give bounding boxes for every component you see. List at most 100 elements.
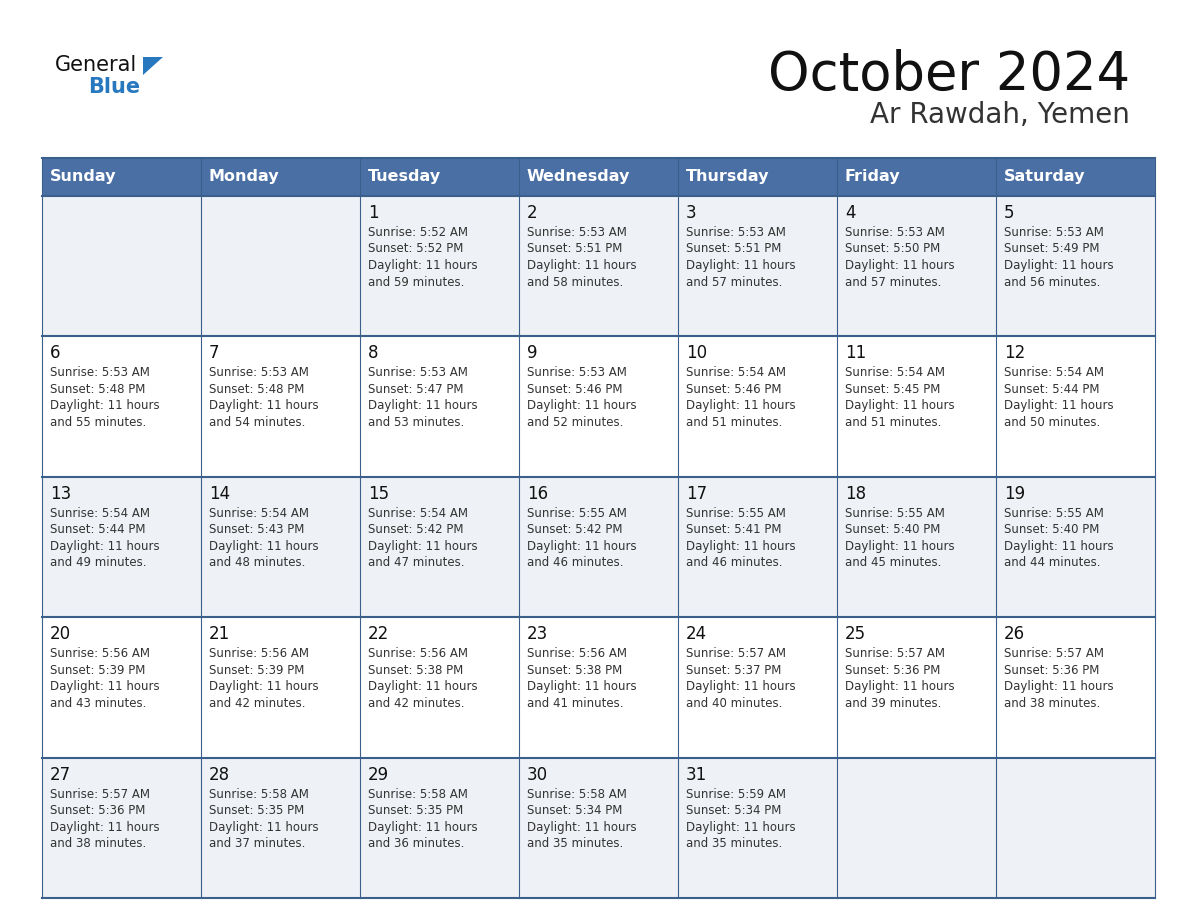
Text: Sunset: 5:37 PM: Sunset: 5:37 PM: [685, 664, 782, 677]
Text: and 54 minutes.: and 54 minutes.: [209, 416, 305, 429]
Text: Sunset: 5:46 PM: Sunset: 5:46 PM: [685, 383, 782, 396]
Text: Sunset: 5:52 PM: Sunset: 5:52 PM: [368, 242, 463, 255]
Text: Sunrise: 5:59 AM: Sunrise: 5:59 AM: [685, 788, 786, 800]
Text: 20: 20: [50, 625, 71, 644]
Text: 18: 18: [845, 485, 866, 503]
Text: Daylight: 11 hours: Daylight: 11 hours: [685, 399, 796, 412]
Text: General: General: [55, 55, 138, 75]
Text: Sunrise: 5:53 AM: Sunrise: 5:53 AM: [50, 366, 150, 379]
Text: 26: 26: [1004, 625, 1025, 644]
Text: Sunrise: 5:58 AM: Sunrise: 5:58 AM: [368, 788, 468, 800]
Text: 15: 15: [368, 485, 390, 503]
Text: and 42 minutes.: and 42 minutes.: [368, 697, 465, 710]
Text: Daylight: 11 hours: Daylight: 11 hours: [527, 821, 637, 834]
Text: Sunset: 5:44 PM: Sunset: 5:44 PM: [1004, 383, 1100, 396]
Text: Daylight: 11 hours: Daylight: 11 hours: [50, 680, 159, 693]
Text: 8: 8: [368, 344, 379, 363]
Text: 9: 9: [527, 344, 537, 363]
Text: 14: 14: [209, 485, 230, 503]
Text: Friday: Friday: [845, 170, 901, 185]
Text: Sunset: 5:45 PM: Sunset: 5:45 PM: [845, 383, 941, 396]
Text: Sunset: 5:35 PM: Sunset: 5:35 PM: [368, 804, 463, 817]
Text: Daylight: 11 hours: Daylight: 11 hours: [685, 680, 796, 693]
Text: and 40 minutes.: and 40 minutes.: [685, 697, 783, 710]
Text: Sunrise: 5:58 AM: Sunrise: 5:58 AM: [209, 788, 309, 800]
Text: Sunrise: 5:57 AM: Sunrise: 5:57 AM: [1004, 647, 1104, 660]
Text: 22: 22: [368, 625, 390, 644]
Text: 10: 10: [685, 344, 707, 363]
Bar: [42, 476, 1155, 617]
Text: Sunset: 5:38 PM: Sunset: 5:38 PM: [527, 664, 623, 677]
Text: and 47 minutes.: and 47 minutes.: [368, 556, 465, 569]
Text: Daylight: 11 hours: Daylight: 11 hours: [845, 399, 955, 412]
Text: Sunset: 5:46 PM: Sunset: 5:46 PM: [527, 383, 623, 396]
Text: 1: 1: [368, 204, 379, 222]
Text: Sunset: 5:49 PM: Sunset: 5:49 PM: [1004, 242, 1100, 255]
Text: October 2024: October 2024: [767, 49, 1130, 101]
Text: and 48 minutes.: and 48 minutes.: [209, 556, 305, 569]
Text: Sunrise: 5:56 AM: Sunrise: 5:56 AM: [368, 647, 468, 660]
Text: Sunrise: 5:54 AM: Sunrise: 5:54 AM: [209, 507, 309, 520]
Text: Sunrise: 5:57 AM: Sunrise: 5:57 AM: [685, 647, 786, 660]
Text: Sunrise: 5:53 AM: Sunrise: 5:53 AM: [1004, 226, 1104, 239]
Text: 3: 3: [685, 204, 696, 222]
Text: Sunrise: 5:55 AM: Sunrise: 5:55 AM: [685, 507, 786, 520]
Text: and 46 minutes.: and 46 minutes.: [527, 556, 624, 569]
Text: Daylight: 11 hours: Daylight: 11 hours: [368, 259, 478, 272]
Text: Sunrise: 5:53 AM: Sunrise: 5:53 AM: [527, 366, 627, 379]
Bar: [42, 336, 1155, 476]
Text: and 38 minutes.: and 38 minutes.: [50, 837, 146, 850]
Text: Sunset: 5:39 PM: Sunset: 5:39 PM: [209, 664, 304, 677]
Text: and 36 minutes.: and 36 minutes.: [368, 837, 465, 850]
Text: Sunset: 5:34 PM: Sunset: 5:34 PM: [527, 804, 623, 817]
Text: Sunset: 5:40 PM: Sunset: 5:40 PM: [1004, 523, 1099, 536]
Text: Sunset: 5:36 PM: Sunset: 5:36 PM: [845, 664, 941, 677]
Bar: [42, 617, 1155, 757]
Text: Daylight: 11 hours: Daylight: 11 hours: [685, 540, 796, 553]
Text: Sunset: 5:40 PM: Sunset: 5:40 PM: [845, 523, 941, 536]
Text: Sunrise: 5:55 AM: Sunrise: 5:55 AM: [527, 507, 627, 520]
Text: 12: 12: [1004, 344, 1025, 363]
Text: 17: 17: [685, 485, 707, 503]
Text: and 39 minutes.: and 39 minutes.: [845, 697, 941, 710]
Text: Daylight: 11 hours: Daylight: 11 hours: [527, 259, 637, 272]
Text: Sunset: 5:35 PM: Sunset: 5:35 PM: [209, 804, 304, 817]
Text: Daylight: 11 hours: Daylight: 11 hours: [845, 540, 955, 553]
Text: Sunset: 5:38 PM: Sunset: 5:38 PM: [368, 664, 463, 677]
Text: Daylight: 11 hours: Daylight: 11 hours: [50, 399, 159, 412]
Text: Sunset: 5:47 PM: Sunset: 5:47 PM: [368, 383, 463, 396]
Text: and 51 minutes.: and 51 minutes.: [845, 416, 941, 429]
Text: Sunrise: 5:58 AM: Sunrise: 5:58 AM: [527, 788, 627, 800]
Text: Monday: Monday: [209, 170, 279, 185]
Text: and 35 minutes.: and 35 minutes.: [685, 837, 782, 850]
Text: 29: 29: [368, 766, 390, 784]
Text: 6: 6: [50, 344, 61, 363]
Text: Sunset: 5:48 PM: Sunset: 5:48 PM: [50, 383, 145, 396]
Text: Sunset: 5:36 PM: Sunset: 5:36 PM: [1004, 664, 1099, 677]
Text: Thursday: Thursday: [685, 170, 770, 185]
Text: 16: 16: [527, 485, 548, 503]
Text: Sunset: 5:48 PM: Sunset: 5:48 PM: [209, 383, 304, 396]
Text: and 53 minutes.: and 53 minutes.: [368, 416, 465, 429]
Text: Sunset: 5:42 PM: Sunset: 5:42 PM: [368, 523, 463, 536]
Text: Daylight: 11 hours: Daylight: 11 hours: [50, 821, 159, 834]
Text: 21: 21: [209, 625, 230, 644]
Text: Sunset: 5:51 PM: Sunset: 5:51 PM: [685, 242, 782, 255]
Text: Sunrise: 5:57 AM: Sunrise: 5:57 AM: [845, 647, 944, 660]
Text: and 44 minutes.: and 44 minutes.: [1004, 556, 1100, 569]
Text: 5: 5: [1004, 204, 1015, 222]
Text: Sunset: 5:41 PM: Sunset: 5:41 PM: [685, 523, 782, 536]
Text: Daylight: 11 hours: Daylight: 11 hours: [1004, 540, 1113, 553]
Text: Daylight: 11 hours: Daylight: 11 hours: [209, 821, 318, 834]
Text: and 49 minutes.: and 49 minutes.: [50, 556, 146, 569]
Text: and 55 minutes.: and 55 minutes.: [50, 416, 146, 429]
Text: Sunset: 5:43 PM: Sunset: 5:43 PM: [209, 523, 304, 536]
Text: Daylight: 11 hours: Daylight: 11 hours: [368, 399, 478, 412]
Text: Daylight: 11 hours: Daylight: 11 hours: [50, 540, 159, 553]
Text: Sunset: 5:51 PM: Sunset: 5:51 PM: [527, 242, 623, 255]
Text: 11: 11: [845, 344, 866, 363]
Text: Daylight: 11 hours: Daylight: 11 hours: [1004, 680, 1113, 693]
Text: Saturday: Saturday: [1004, 170, 1086, 185]
Text: Sunset: 5:50 PM: Sunset: 5:50 PM: [845, 242, 940, 255]
Text: Daylight: 11 hours: Daylight: 11 hours: [685, 821, 796, 834]
